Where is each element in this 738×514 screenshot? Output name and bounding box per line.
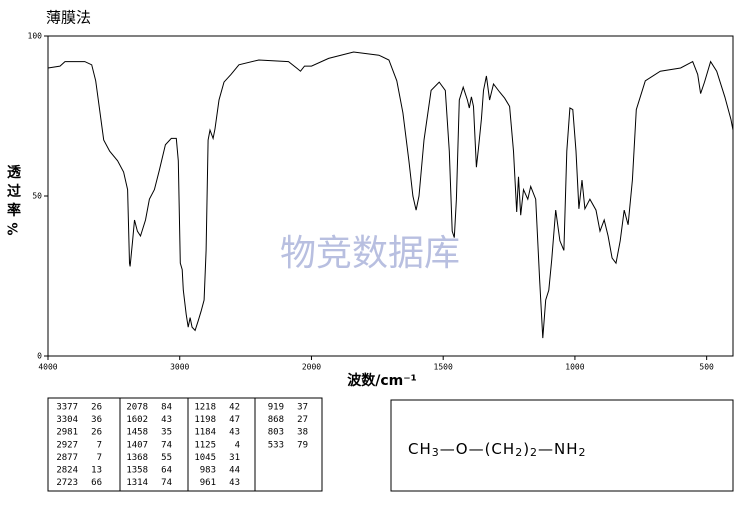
peak-transmittance: 7 [97, 453, 102, 463]
peak-wavenumber: 1184 [194, 428, 216, 438]
x-tick-label: 1500 [434, 363, 453, 372]
peak-transmittance: 43 [229, 428, 240, 438]
y-tick-label: 0 [37, 352, 42, 361]
peak-transmittance: 42 [229, 403, 240, 413]
x-tick-label: 3000 [170, 363, 189, 372]
x-tick-label: 2000 [302, 363, 321, 372]
y-label: 率 [7, 202, 21, 219]
peak-transmittance: 13 [91, 466, 102, 476]
peak-transmittance: 38 [297, 428, 308, 438]
peak-wavenumber: 1602 [126, 415, 148, 425]
peak-transmittance: 43 [229, 478, 240, 488]
y-label: % [7, 222, 22, 235]
peak-wavenumber: 1407 [126, 440, 148, 450]
peak-wavenumber: 3304 [56, 415, 78, 425]
peak-transmittance: 31 [229, 453, 240, 463]
peak-transmittance: 84 [161, 403, 172, 413]
peak-wavenumber: 868 [268, 415, 284, 425]
spectrum-line [47, 51, 734, 339]
structure-frame [390, 399, 734, 492]
peak-table-frame [47, 397, 323, 492]
peak-wavenumber: 1314 [126, 478, 148, 488]
peak-wavenumber: 2723 [56, 478, 78, 488]
peak-wavenumber: 1045 [194, 453, 216, 463]
peak-transmittance: 74 [161, 440, 172, 450]
formula-sub: 2 [515, 446, 523, 459]
peak-wavenumber: 803 [268, 428, 284, 438]
peak-wavenumber: 1458 [126, 428, 148, 438]
peak-transmittance: 36 [91, 415, 102, 425]
peak-wavenumber: 919 [268, 403, 284, 413]
peak-wavenumber: 1125 [194, 440, 216, 450]
peak-wavenumber: 2078 [126, 403, 148, 413]
peak-transmittance: 55 [161, 453, 172, 463]
x-label: 波数/cm⁻¹ [347, 372, 417, 389]
peak-transmittance: 37 [297, 403, 308, 413]
peak-transmittance: 79 [297, 440, 308, 450]
peak-wavenumber: 533 [268, 440, 284, 450]
peak-transmittance: 64 [161, 466, 172, 476]
peak-wavenumber: 2981 [56, 428, 78, 438]
peak-transmittance: 26 [91, 403, 102, 413]
peak-transmittance: 66 [91, 478, 102, 488]
peak-wavenumber: 983 [200, 466, 216, 476]
formula-sub: 2 [530, 446, 538, 459]
peak-transmittance: 26 [91, 428, 102, 438]
peak-transmittance: 35 [161, 428, 172, 438]
x-tick-label: 1000 [565, 363, 584, 372]
y-tick-label: 50 [32, 192, 42, 201]
peak-wavenumber: 3377 [56, 403, 78, 413]
formula-part: —O—(CH [440, 440, 515, 458]
peak-transmittance: 47 [229, 415, 240, 425]
formula-part: CH [408, 440, 432, 458]
peak-transmittance: 43 [161, 415, 172, 425]
peak-wavenumber: 1368 [126, 453, 148, 463]
y-tick-label: 100 [28, 32, 43, 41]
peak-wavenumber: 1198 [194, 415, 216, 425]
peak-wavenumber: 2927 [56, 440, 78, 450]
y-label: 透 [7, 165, 22, 181]
peak-wavenumber: 1218 [194, 403, 216, 413]
watermark: 物竞数据库 [280, 233, 460, 274]
y-label: 过 [7, 183, 21, 200]
peak-transmittance: 44 [229, 466, 240, 476]
peak-transmittance: 27 [297, 415, 308, 425]
x-tick-label: 500 [699, 363, 714, 372]
formula-sub: 2 [579, 446, 587, 459]
structure-formula: CH3—O—(CH2)2—NH2 [408, 440, 587, 460]
peak-wavenumber: 2824 [56, 466, 78, 476]
peak-wavenumber: 961 [200, 478, 216, 488]
peak-transmittance: 7 [97, 440, 102, 450]
formula-part: —NH [538, 440, 579, 458]
peak-transmittance: 4 [235, 440, 240, 450]
formula-sub: 3 [432, 446, 440, 459]
chart-title: 薄膜法 [46, 9, 91, 27]
x-tick-label: 4000 [38, 363, 57, 372]
peak-transmittance: 74 [161, 478, 172, 488]
peak-wavenumber: 2877 [56, 453, 78, 463]
peak-wavenumber: 1358 [126, 466, 148, 476]
formula-part: ) [523, 440, 530, 458]
